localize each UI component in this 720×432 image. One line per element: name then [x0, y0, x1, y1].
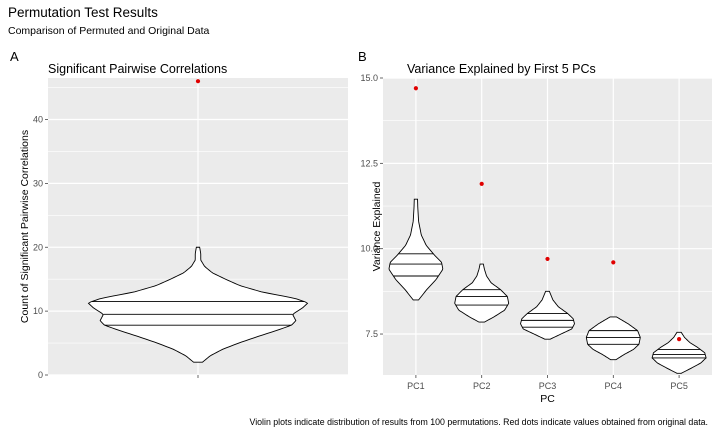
panel-a-tag: A [10, 49, 19, 64]
x-tick-label: PC1 [407, 381, 425, 391]
observed-point [479, 181, 484, 186]
violin-PC1 [388, 198, 444, 301]
x-tick-label: PC2 [473, 381, 491, 391]
observed-point [611, 260, 616, 265]
panel-title: Significant Pairwise Correlations [48, 62, 227, 76]
y-tick-label: 20 [33, 242, 43, 252]
figure-subtitle: Comparison of Permuted and Original Data [8, 25, 210, 37]
figure-title: Permutation Test Results [8, 5, 158, 20]
y-tick-label: 10 [33, 306, 43, 316]
x-tick-label: PC5 [670, 381, 688, 391]
violin-PC4 [585, 316, 641, 361]
figure-caption: Violin plots indicate distribution of re… [249, 417, 708, 427]
panel-title: Variance Explained by First 5 PCs [407, 62, 596, 76]
y-tick-label: 12.5 [360, 158, 378, 168]
y-tick-label: 30 [33, 178, 43, 188]
observed-point [195, 79, 201, 84]
panel-a-chart: Significant Pairwise Correlations 0 10 20 30… [19, 62, 348, 380]
x-axis-label: PC [540, 393, 555, 405]
y-tick-label: 7.5 [365, 329, 378, 339]
y-axis-label: Count of Significant Pairwise Correlatio… [19, 130, 31, 323]
panel-b-tag: B [358, 49, 367, 64]
y-tick-label: 0 [38, 370, 43, 380]
violin-PC5 [651, 331, 707, 374]
panel-b-chart: Variance Explained by First 5 PCs 7.5 10.0… [360, 62, 712, 405]
observed-point [413, 86, 418, 91]
x-tick-label: PC3 [539, 381, 557, 391]
y-tick-label: 10.0 [360, 244, 378, 254]
y-tick-label: 40 [33, 115, 43, 125]
observed-point [545, 256, 550, 262]
y-tick-label: 15.0 [360, 73, 378, 83]
observed-point [677, 337, 682, 342]
x-tick-label: PC4 [605, 381, 623, 391]
y-axis-label: Variance Explained [371, 181, 383, 271]
violin-PC2 [454, 263, 510, 323]
violin-all [87, 246, 309, 363]
